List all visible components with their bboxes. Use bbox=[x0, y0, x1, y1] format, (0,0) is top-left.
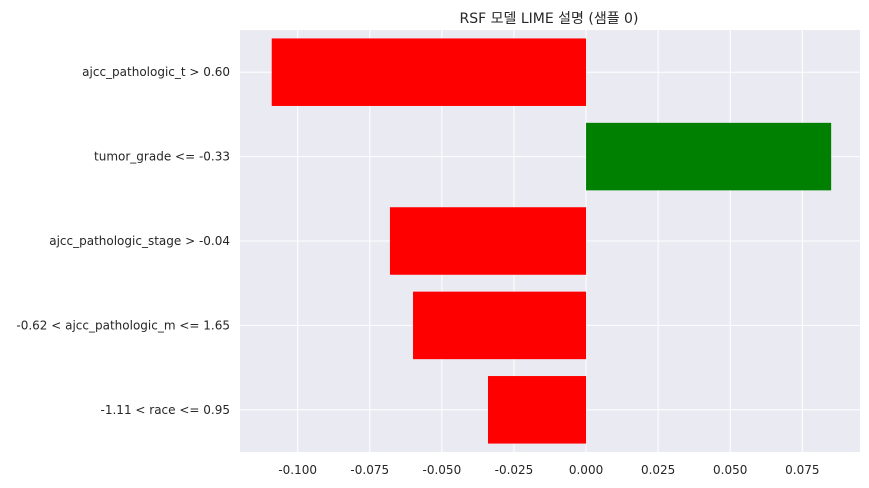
x-tick-label: -0.025 bbox=[495, 463, 534, 477]
y-tick-label: tumor_grade <= -0.33 bbox=[94, 150, 230, 164]
x-tick-label: 0.025 bbox=[641, 463, 675, 477]
y-tick-labels: ajcc_pathologic_t > 0.60 tumor_grade <= -… bbox=[16, 65, 230, 417]
bar-3 bbox=[413, 291, 587, 360]
y-tick-label: ajcc_pathologic_t > 0.60 bbox=[82, 65, 230, 79]
bar-0 bbox=[271, 38, 587, 106]
x-tick-label: 0.050 bbox=[713, 463, 747, 477]
chart-title: RSF 모델 LIME 설명 (샘플 0) bbox=[460, 11, 639, 27]
y-tick-label: ajcc_pathologic_stage > -0.04 bbox=[49, 234, 230, 248]
x-tick-label: -0.050 bbox=[423, 463, 462, 477]
bar-4 bbox=[488, 376, 587, 444]
bar-2 bbox=[389, 207, 587, 275]
y-tick-label: -0.62 < ajcc_pathologic_m <= 1.65 bbox=[16, 318, 230, 332]
bar-1 bbox=[586, 122, 832, 191]
y-tick-label: -1.11 < race <= 0.95 bbox=[101, 403, 230, 417]
x-tick-label: 0.075 bbox=[785, 463, 819, 477]
x-tick-label: -0.075 bbox=[350, 463, 389, 477]
x-tick-label: 0.000 bbox=[569, 463, 603, 477]
bars bbox=[271, 38, 832, 444]
x-tick-labels: -0.100 -0.075 -0.050 -0.025 0.000 0.025 0.050 0… bbox=[278, 463, 819, 477]
x-tick-label: -0.100 bbox=[278, 463, 317, 477]
